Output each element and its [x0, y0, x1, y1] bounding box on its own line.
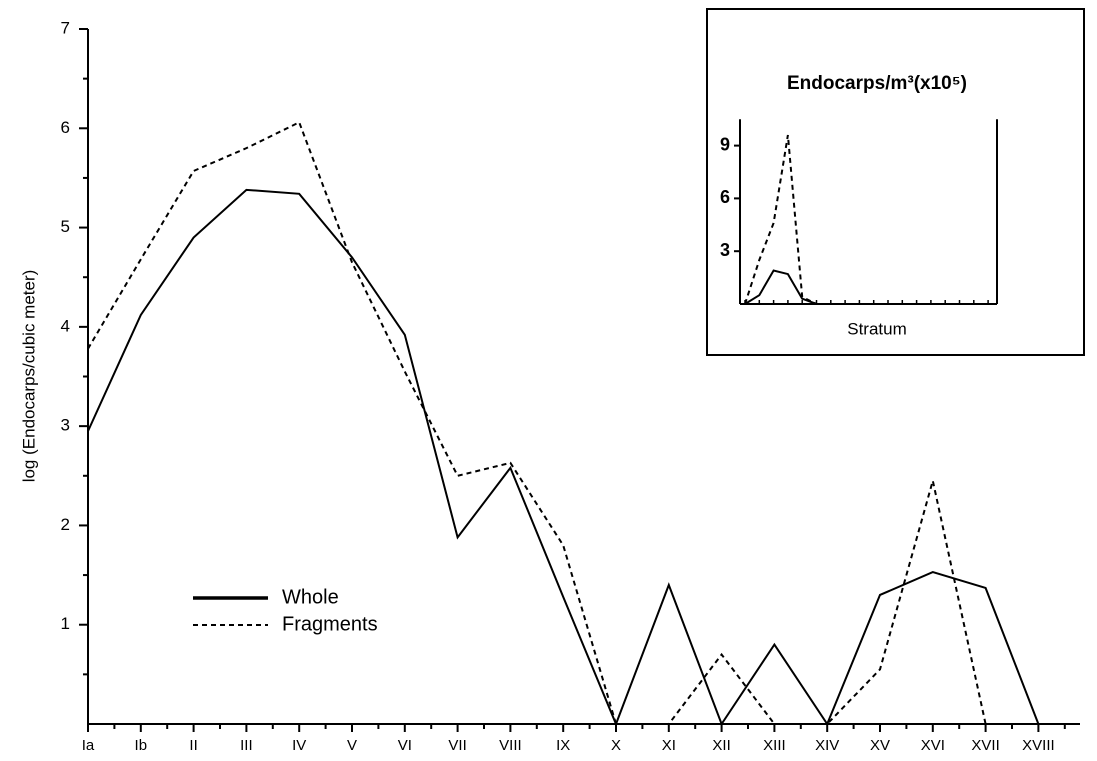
series-line	[744, 269, 989, 305]
x-tick-label: XVII	[971, 737, 999, 754]
y-axis-label: log (Endocarps/cubic meter)	[19, 270, 38, 483]
x-tick-label: XIV	[815, 737, 839, 754]
legend-label: Fragments	[282, 613, 378, 635]
x-tick-label: Ia	[82, 737, 95, 754]
x-tick-label: XIII	[763, 737, 786, 754]
series-line	[87, 188, 1040, 727]
y-tick-label: 5	[61, 217, 70, 236]
x-tick-label: X	[611, 737, 621, 754]
x-tick-label: VII	[448, 737, 466, 754]
x-tick-label: XVIII	[1022, 737, 1055, 754]
x-tick-label: XII	[712, 737, 730, 754]
y-tick-label: 7	[61, 18, 70, 37]
x-tick-label: III	[240, 737, 253, 754]
y-tick-label: 1	[61, 614, 70, 633]
series-line	[87, 120, 987, 725]
inset-y-tick-label: 3	[720, 240, 730, 260]
y-tick-label: 2	[61, 515, 70, 534]
x-tick-label: XI	[662, 737, 676, 754]
y-tick-label: 4	[61, 316, 70, 335]
x-tick-label: II	[189, 737, 197, 754]
inset-y-tick-label: 9	[720, 134, 730, 154]
inset-title: Endocarps/m³(x10⁵)	[787, 73, 967, 94]
x-tick-label: VI	[398, 737, 412, 754]
inset-x-label: Stratum	[847, 319, 907, 338]
inset-y-tick-label: 6	[720, 187, 730, 207]
x-tick-label: XV	[870, 737, 890, 754]
legend-label: Whole	[282, 586, 339, 608]
x-tick-label: IX	[556, 737, 570, 754]
inset-frame	[706, 8, 1085, 356]
y-tick-label: 3	[61, 416, 70, 435]
x-tick-label: Ib	[135, 737, 148, 754]
x-tick-label: VIII	[499, 737, 522, 754]
x-tick-label: V	[347, 737, 357, 754]
x-tick-label: XVI	[921, 737, 945, 754]
x-tick-label: IV	[292, 737, 306, 754]
y-tick-label: 6	[61, 118, 70, 137]
